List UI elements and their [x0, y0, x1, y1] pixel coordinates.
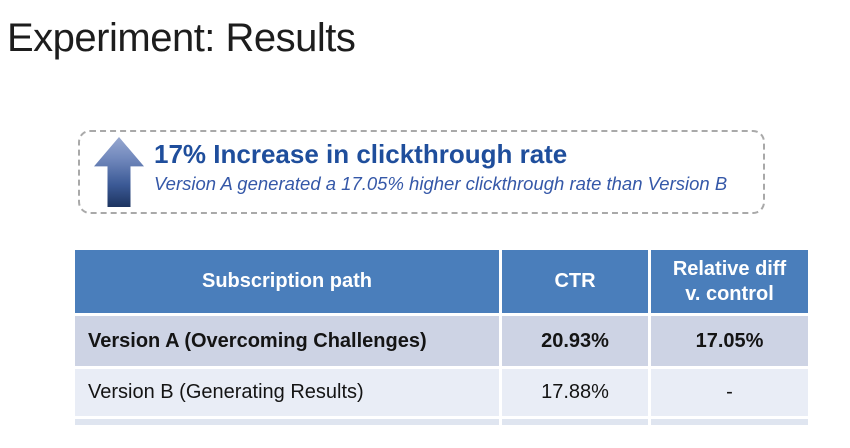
column-header-ctr: CTR [502, 250, 648, 313]
up-arrow-icon [94, 137, 144, 207]
column-header-subscription-path: Subscription path [75, 250, 499, 313]
table-row-version-b-label: Version B (Generating Results) [75, 369, 499, 416]
callout-subtext: Version A generated a 17.05% higher clic… [154, 172, 728, 194]
callout-headline: 17% Increase in clickthrough rate [154, 139, 568, 169]
table-row-version-a-relative-diff: 17.05% [651, 316, 808, 366]
callout-text-block: 17% Increase in clickthrough rate Versio… [154, 140, 754, 194]
table-bottom-border [75, 419, 499, 425]
highlight-callout: 17% Increase in clickthrough rate Versio… [78, 130, 765, 214]
results-table: Subscription path CTR Relative diff v. c… [75, 250, 808, 425]
column-header-relative-diff: Relative diff v. control [651, 250, 808, 313]
page-title: Experiment: Results [7, 16, 356, 60]
table-row-version-a-label: Version A (Overcoming Challenges) [75, 316, 499, 366]
table-bottom-border [502, 419, 648, 425]
table-row-version-b-ctr: 17.88% [502, 369, 648, 416]
table-row-version-a-ctr: 20.93% [502, 316, 648, 366]
table-row-version-b-relative-diff: - [651, 369, 808, 416]
table-bottom-border [651, 419, 808, 425]
